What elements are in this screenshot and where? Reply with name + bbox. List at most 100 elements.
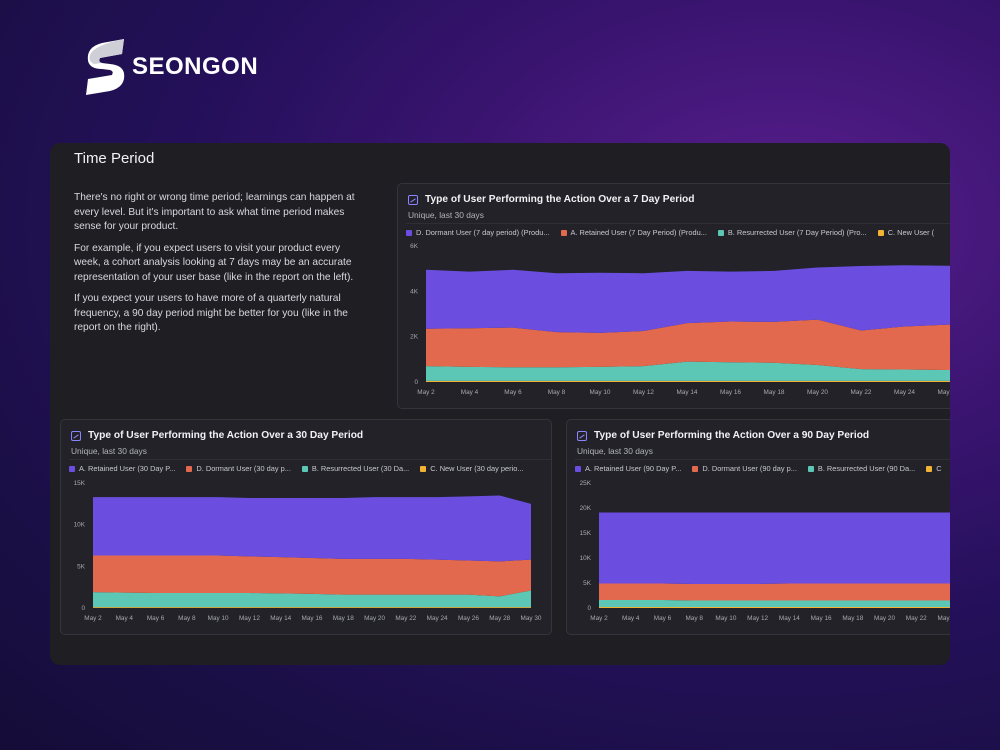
legend-item[interactable]: B. Resurrected User (90 Da...	[807, 464, 916, 473]
x-tick-label: May 2	[590, 615, 608, 622]
legend-item[interactable]: B. Resurrected User (7 Day Period) (Pro.…	[717, 228, 867, 237]
chart-card-7-day[interactable]: Type of User Performing the Action Over …	[397, 183, 950, 409]
legend-item[interactable]: B. Resurrected User (30 Da...	[301, 464, 409, 473]
area-series[interactable]	[93, 495, 531, 562]
legend-item[interactable]: C. New User (30 day perio...	[420, 464, 524, 473]
panel-title: Time Period	[74, 150, 155, 167]
chart-card-30-day[interactable]: Type of User Performing the Action Over …	[60, 419, 552, 635]
area-series[interactable]	[599, 600, 950, 607]
chart-header: Type of User Performing the Action Over …	[71, 430, 363, 441]
legend-item[interactable]: C	[926, 464, 942, 473]
legend-item[interactable]: D. Dormant User (30 day p...	[186, 464, 291, 473]
x-tick-label: May 4	[622, 615, 640, 622]
x-tick-label: May 24	[938, 615, 950, 622]
x-tick-label: May 2	[417, 389, 435, 396]
area-series[interactable]	[93, 590, 531, 608]
x-tick-label: May 16	[302, 615, 323, 622]
x-tick-label: May 28	[489, 615, 510, 622]
legend-swatch	[692, 465, 699, 472]
area-series[interactable]	[426, 380, 950, 382]
y-tick-label: 0	[414, 379, 418, 386]
chart-header: Type of User Performing the Action Over …	[577, 430, 869, 441]
legend-swatch	[420, 465, 427, 472]
y-tick-label: 25K	[580, 480, 592, 487]
area-chart[interactable]: 6K 4K 2K 0 May 2 May 4 May 6 May 8 May 10 May 12 M…	[398, 184, 950, 409]
chart-card-90-day[interactable]: Type of User Performing the Action Over …	[566, 419, 950, 635]
legend-item[interactable]: D. Dormant User (90 day p...	[692, 464, 797, 473]
x-tick-label: May 10	[208, 615, 229, 622]
x-tick-label: May 8	[548, 389, 566, 396]
chart-report-icon	[577, 430, 587, 441]
legend-swatch	[877, 229, 884, 236]
y-tick-label: 5K	[77, 563, 86, 570]
intro-paragraph: For example, if you expect users to visi…	[74, 242, 354, 283]
y-tick-label: 10K	[580, 555, 592, 562]
legend-label: D. Dormant User (7 day period) (Produ...	[416, 228, 550, 237]
x-tick-label: May 14	[779, 615, 800, 622]
x-tick-label: May 2	[84, 615, 102, 622]
legend-label: D. Dormant User (90 day p...	[702, 464, 797, 473]
chart-title[interactable]: Type of User Performing the Action Over …	[88, 430, 364, 441]
chart-title[interactable]: Type of User Performing the Action Over …	[425, 194, 695, 205]
x-tick-label: May 18	[842, 615, 863, 622]
area-series[interactable]	[93, 607, 531, 608]
x-tick-label: May 6	[504, 389, 522, 396]
x-tick-label: May 16	[811, 615, 832, 622]
area-series[interactable]	[599, 583, 950, 601]
chart-report-icon	[71, 430, 81, 441]
area-series[interactable]	[599, 607, 950, 608]
intro-paragraph: There's no right or wrong time period; l…	[74, 192, 355, 232]
legend-item[interactable]: A. Retained User (30 Day P...	[69, 464, 175, 473]
chart-legend: D. Dormant User (7 day period) (Produ...…	[406, 223, 950, 239]
brand-name: SEONGON	[132, 53, 259, 80]
x-tick-label: May 6	[147, 615, 165, 622]
area-series[interactable]	[93, 555, 531, 597]
x-tick-label: May 18	[333, 615, 354, 622]
legend-item[interactable]: A. Retained User (7 Day Period) (Produ..…	[560, 228, 707, 237]
legend-item[interactable]: D. Dormant User (7 day period) (Produ...	[406, 228, 550, 237]
chart-title[interactable]: Type of User Performing the Action Over …	[594, 430, 870, 441]
legend-swatch	[717, 229, 724, 236]
legend-swatch	[560, 229, 567, 236]
legend-label: C. New User (30 day perio...	[430, 464, 524, 473]
x-tick-label: May 4	[461, 389, 479, 396]
x-tick-label: May 12	[239, 615, 260, 622]
legend-item[interactable]: C. New User (	[877, 228, 935, 237]
legend-label: B. Resurrected User (7 Day Period) (Pro.…	[727, 228, 867, 237]
intro-paragraph: If you expect your users to have more of…	[74, 293, 348, 333]
x-tick-label: May 8	[178, 615, 196, 622]
area-chart[interactable]: 15K 10K 5K 0 May 2 May 4 May 6 May 8 May 10 May 1…	[61, 420, 552, 635]
x-tick-label: May 8	[685, 615, 703, 622]
chart-subtitle: Unique, last 30 days	[577, 446, 653, 456]
time-period-panel: Time Period There's no right or wrong ti…	[50, 143, 950, 665]
x-tick-label: May 24	[894, 389, 915, 396]
area-series[interactable]	[426, 361, 950, 381]
x-tick-label: May 20	[807, 389, 828, 396]
chart-legend: A. Retained User (90 Day P... D. Dormant…	[575, 459, 950, 475]
legend-swatch	[926, 465, 933, 472]
y-tick-label: 0	[81, 605, 85, 612]
x-tick-label: May 22	[395, 615, 416, 622]
x-tick-label: May 20	[364, 615, 385, 622]
y-tick-label: 4K	[410, 288, 419, 295]
legend-swatch	[406, 229, 412, 236]
area-series[interactable]	[599, 512, 950, 585]
y-tick-label: 0	[587, 605, 591, 612]
x-tick-label: May 12	[633, 389, 654, 396]
area-series[interactable]	[426, 265, 950, 333]
x-tick-label: May 10	[590, 389, 611, 396]
legend-label: A. Retained User (7 Day Period) (Produ..…	[570, 228, 707, 237]
legend-item[interactable]: A. Retained User (90 Day P...	[575, 464, 681, 473]
x-tick-label: May 22	[851, 389, 872, 396]
legend-swatch	[575, 465, 581, 472]
y-tick-label: 2K	[410, 334, 419, 341]
y-tick-label: 5K	[583, 580, 592, 587]
y-tick-label: 15K	[580, 530, 592, 537]
y-tick-label: 10K	[74, 522, 86, 529]
legend-label: C	[936, 464, 942, 473]
legend-label: B. Resurrected User (90 Da...	[817, 464, 916, 473]
area-series[interactable]	[426, 319, 950, 370]
intro-text: There's no right or wrong time period; l…	[74, 191, 364, 343]
legend-label: C. New User (	[887, 228, 935, 237]
area-chart[interactable]: 25K 20K 15K 10K 5K 0 May 2 May 4 May 6 May 8 May 1…	[567, 420, 950, 635]
